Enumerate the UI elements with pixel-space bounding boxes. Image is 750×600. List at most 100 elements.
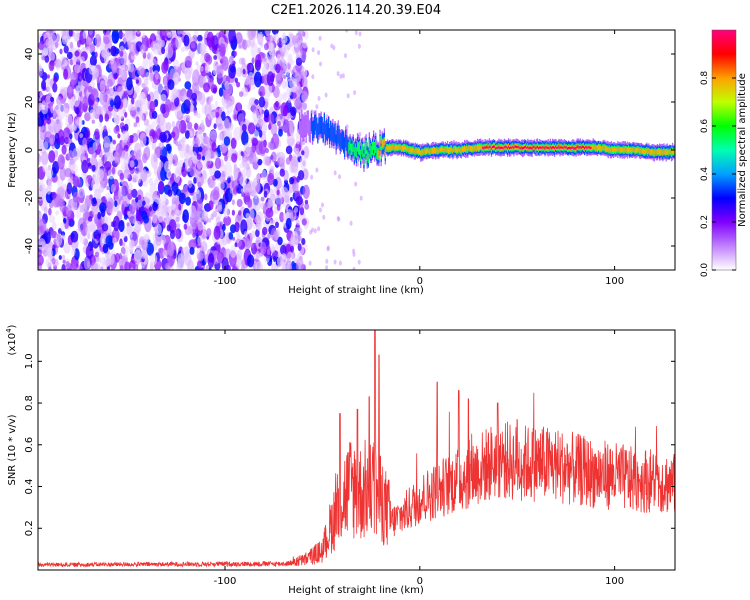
noise-cell [73, 175, 79, 188]
noise-cell [128, 103, 132, 112]
signal-cell [330, 120, 332, 141]
signal-cell [475, 145, 478, 151]
noise-cell [291, 86, 296, 93]
noise-cell [167, 79, 175, 91]
noise-cell [99, 114, 104, 123]
noise-cell [59, 201, 65, 213]
noise-cell [247, 122, 256, 135]
noise-cell [269, 42, 274, 52]
noise-cell [338, 174, 341, 180]
signal-cell [520, 146, 523, 150]
noise-cell [175, 140, 179, 146]
noise-cell [164, 99, 172, 113]
noise-cell [139, 132, 147, 147]
noise-cell [121, 33, 126, 37]
noise-cell [205, 264, 210, 270]
noise-cell [86, 36, 91, 46]
signal-cell [454, 146, 456, 152]
noise-cell [223, 206, 230, 219]
noise-cell [192, 69, 200, 87]
noise-cell [72, 191, 79, 203]
noise-cell [270, 122, 278, 136]
noise-cell [211, 141, 217, 152]
noise-cell [175, 167, 180, 173]
noise-cell [246, 63, 251, 71]
noise-cell [228, 55, 234, 65]
signal-cell [561, 146, 563, 149]
signal-cell [639, 148, 641, 154]
noise-cell [264, 43, 269, 51]
signal-cell [669, 149, 671, 154]
noise-cell [68, 30, 73, 37]
noise-cell [309, 229, 313, 235]
noise-cell [99, 202, 107, 214]
signal-cell [345, 129, 347, 148]
noise-cell [304, 203, 310, 210]
noise-cell [207, 217, 212, 223]
noise-cell [172, 94, 176, 100]
noise-cell [202, 210, 209, 222]
noise-cell [146, 242, 154, 256]
signal-cell [464, 145, 466, 152]
noise-cell [253, 193, 258, 199]
noise-cell [110, 45, 117, 57]
noise-cell [52, 161, 60, 174]
signal-cell [428, 149, 430, 154]
noise-cell [53, 75, 58, 84]
noise-cell [180, 46, 185, 53]
signal-cell [541, 146, 543, 150]
noise-cell [235, 231, 241, 240]
signal-cell [496, 147, 498, 150]
colorbar-label: Normalized spectral amplitude [737, 73, 748, 227]
noise-cell [64, 168, 72, 178]
signal-cell [566, 147, 569, 150]
signal-cell [467, 146, 469, 152]
noise-cell [175, 120, 182, 133]
y-tick-label: -40 [24, 238, 35, 254]
noise-cell [359, 195, 363, 201]
noise-cell [184, 81, 192, 90]
noise-cell [133, 159, 139, 168]
signal-cell [646, 148, 648, 154]
noise-cell [259, 31, 263, 36]
signal-cell [516, 146, 518, 149]
noise-cell [311, 74, 315, 80]
signal-cell [332, 122, 334, 143]
noise-cell [65, 261, 70, 268]
signal-cell [470, 146, 472, 152]
noise-cell [72, 58, 76, 65]
signal-cell [630, 147, 632, 153]
signal-cell [530, 146, 532, 150]
noise-cell [57, 154, 65, 170]
noise-cell [286, 43, 291, 51]
signal-cell [423, 149, 425, 155]
noise-cell [40, 100, 49, 115]
noise-cell [353, 90, 357, 96]
signal-cell [452, 148, 454, 153]
noise-cell [241, 57, 246, 65]
signal-cell [374, 141, 376, 156]
noise-cell [113, 151, 120, 163]
noise-cell [158, 160, 164, 169]
noise-cell [152, 201, 158, 212]
signal-cell [394, 145, 396, 151]
noise-cell [213, 55, 218, 60]
noise-cell [83, 202, 88, 209]
noise-cell [266, 71, 274, 87]
colorbar-tick-label: 0.6 [700, 119, 710, 134]
signal-cell [370, 145, 373, 159]
noise-cell [301, 218, 307, 226]
noise-cell [212, 87, 217, 94]
noise-cell [69, 133, 73, 140]
signal-cell [543, 146, 545, 149]
noise-cell [136, 122, 141, 128]
noise-cell [251, 230, 256, 239]
noise-cell [317, 226, 321, 232]
noise-cell [102, 243, 109, 254]
noise-cell [238, 91, 244, 97]
noise-cell [126, 222, 130, 227]
noise-cell [152, 58, 157, 64]
noise-cell [124, 30, 130, 38]
signal-cell [401, 145, 404, 151]
noise-cell [310, 174, 314, 180]
